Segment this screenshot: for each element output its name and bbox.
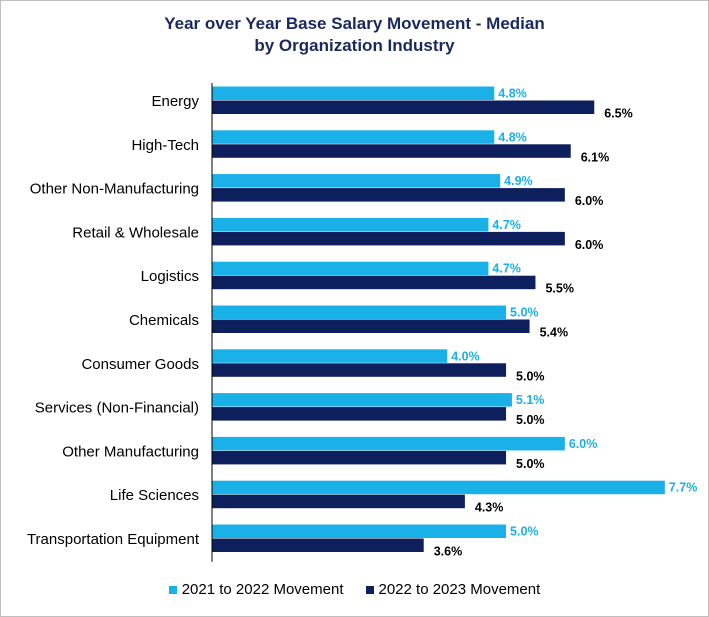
chart-legend: 2021 to 2022 Movement 2022 to 2023 Movem… — [1, 581, 708, 598]
bar-series-2 — [212, 231, 565, 246]
data-label-series-2: 6.0% — [575, 194, 604, 208]
category-label: Services (Non-Financial) — [35, 400, 199, 417]
data-label-series-1: 4.7% — [492, 218, 521, 232]
data-label-series-2: 3.6% — [434, 545, 463, 559]
bar-series-1 — [212, 305, 507, 319]
category-label: Energy — [151, 93, 199, 110]
data-label-series-2: 5.5% — [545, 282, 574, 296]
category-label: Retail & Wholesale — [72, 224, 199, 241]
bar-series-2 — [212, 319, 530, 333]
bar-series-2 — [212, 407, 507, 421]
data-label-series-2: 6.0% — [575, 238, 604, 252]
data-label-series-1: 5.1% — [516, 393, 545, 407]
bar-series-1 — [212, 174, 501, 188]
bar-series-2 — [212, 100, 595, 114]
bar-series-1 — [212, 217, 489, 232]
data-label-series-2: 6.5% — [604, 107, 633, 121]
data-label-series-1: 5.0% — [510, 525, 539, 539]
legend-label-series-2: 2022 to 2023 Movement — [378, 581, 541, 598]
chart-title: Year over Year Base Salary Movement - Me… — [1, 13, 708, 57]
bar-series-2 — [212, 144, 571, 158]
data-label-series-2: 5.0% — [516, 369, 545, 383]
category-label: Chemicals — [129, 312, 199, 329]
bar-series-1 — [212, 436, 565, 451]
legend-item-series-1: 2021 to 2022 Movement — [168, 581, 344, 598]
category-label: Transportation Equipment — [27, 531, 200, 548]
bar-series-1 — [212, 349, 448, 363]
chart-title-line-1: Year over Year Base Salary Movement - Me… — [164, 14, 545, 33]
bar-series-2 — [212, 188, 565, 202]
data-label-series-1: 4.8% — [498, 87, 527, 101]
data-label-series-2: 5.0% — [516, 457, 545, 471]
bar-series-2 — [212, 275, 536, 290]
legend-item-series-2: 2022 to 2023 Movement — [365, 581, 541, 598]
bar-series-1 — [212, 480, 665, 495]
data-label-series-1: 5.0% — [510, 306, 539, 320]
category-label: Other Non-Manufacturing — [30, 181, 199, 198]
bar-series-1 — [212, 86, 495, 100]
data-label-series-1: 6.0% — [569, 437, 598, 451]
category-label: High-Tech — [131, 137, 199, 154]
data-label-series-1: 4.8% — [498, 130, 527, 144]
data-label-series-1: 4.0% — [451, 349, 480, 363]
bar-series-2 — [212, 494, 465, 509]
data-label-series-1: 7.7% — [669, 481, 698, 495]
data-label-series-2: 6.1% — [581, 150, 610, 164]
category-label: Consumer Goods — [81, 356, 199, 373]
bar-series-1 — [212, 130, 495, 144]
legend-label-series-1: 2021 to 2022 Movement — [181, 581, 344, 598]
data-label-series-2: 4.3% — [475, 501, 504, 515]
legend-swatch-series-2 — [365, 585, 374, 594]
data-label-series-2: 5.0% — [516, 413, 545, 427]
data-label-series-2: 5.4% — [540, 326, 569, 340]
bar-series-2 — [212, 450, 507, 465]
data-label-series-1: 4.9% — [504, 174, 532, 188]
category-label: Other Manufacturing — [62, 443, 199, 460]
legend-swatch-series-1 — [168, 585, 177, 594]
category-label: Logistics — [141, 268, 199, 285]
bar-series-1 — [212, 393, 512, 407]
bar-series-2 — [212, 363, 507, 377]
chart-title-line-2: by Organization Industry — [254, 36, 455, 55]
bar-series-1 — [212, 524, 507, 538]
bar-series-1 — [212, 261, 489, 276]
category-label: Life Sciences — [110, 487, 199, 504]
data-label-series-1: 4.7% — [492, 262, 521, 276]
bar-series-2 — [212, 538, 424, 552]
